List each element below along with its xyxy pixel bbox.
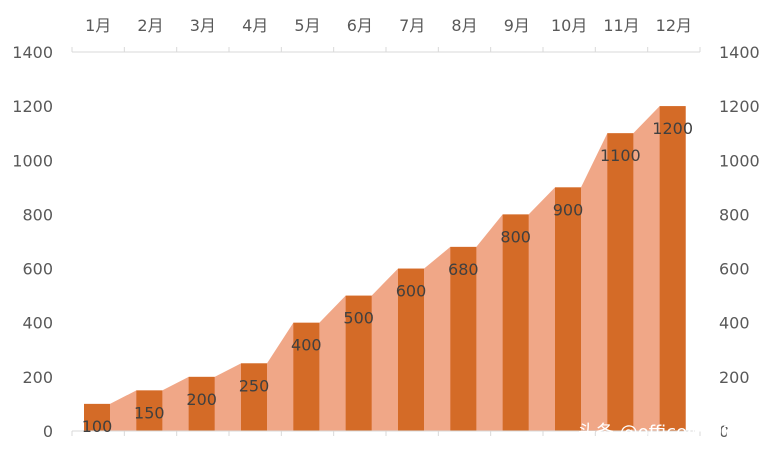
y-tick-label-right: 800 xyxy=(719,205,750,224)
y-tick-label-left: 600 xyxy=(22,260,53,279)
y-tick-label-right: 1400 xyxy=(719,43,760,62)
data-label: 800 xyxy=(500,227,531,246)
watermark-text: 头条 @office研习社 xyxy=(578,422,741,443)
area-layer xyxy=(84,106,686,432)
x-tick-label: 6月 xyxy=(347,16,373,35)
y-tick-label-right: 1200 xyxy=(719,97,760,116)
bar-4 xyxy=(241,363,267,431)
data-label: 100 xyxy=(82,417,113,436)
x-tick-label: 1月 xyxy=(85,16,111,35)
bar-8 xyxy=(450,246,477,431)
y-tick-label-right: 1000 xyxy=(719,151,760,170)
bar-5 xyxy=(293,322,320,431)
data-label: 1200 xyxy=(652,119,693,138)
y-tick-label-right: 0 xyxy=(719,422,729,441)
bar-7 xyxy=(398,268,424,431)
bar-11 xyxy=(607,133,634,431)
data-label: 500 xyxy=(343,309,374,328)
bar-1 xyxy=(84,403,110,431)
y-tick-label-left: 0 xyxy=(43,422,53,441)
x-tick-label: 11月 xyxy=(603,16,639,35)
bar-10 xyxy=(555,187,581,431)
area-fill xyxy=(84,106,686,432)
x-tick-label: 7月 xyxy=(399,16,425,35)
y-tick-label-left: 200 xyxy=(22,368,53,387)
y-tick-label-right: 200 xyxy=(719,368,750,387)
y-tick-label-left: 1200 xyxy=(12,97,53,116)
y-tick-label-right: 600 xyxy=(719,260,750,279)
x-tick-label: 5月 xyxy=(294,16,320,35)
x-tick-label: 3月 xyxy=(190,16,216,35)
data-label: 680 xyxy=(448,260,479,279)
data-label: 250 xyxy=(239,376,270,395)
x-tick-label: 10月 xyxy=(551,16,587,35)
y-tick-label-left: 400 xyxy=(22,314,53,333)
x-tick-label: 8月 xyxy=(451,16,477,35)
y-tick-label-left: 800 xyxy=(22,205,53,224)
data-label-layer: 100 150 200 250 400 500 600 680 800 900 1100 1200 xyxy=(82,119,693,436)
x-tick-label: 4月 xyxy=(242,16,268,35)
data-label: 600 xyxy=(396,282,427,301)
bar-12 xyxy=(659,106,686,432)
bar-layer xyxy=(84,106,686,432)
data-label: 900 xyxy=(553,200,584,219)
bar-3 xyxy=(188,376,215,431)
axis-layer: 1月 2月 3月 4月 5月 6月 7月 8月 9月 10月 11月 12月 0 0 200 200 400 40… xyxy=(12,16,759,441)
bar-6 xyxy=(345,295,372,431)
x-tick-label: 2月 xyxy=(137,16,163,35)
y-tick-label-left: 1400 xyxy=(12,43,53,62)
data-label: 1100 xyxy=(600,146,641,165)
x-tick-label: 12月 xyxy=(656,16,692,35)
data-label: 200 xyxy=(186,390,217,409)
bar-9 xyxy=(502,214,529,431)
y-tick-label-left: 1000 xyxy=(12,151,53,170)
data-label: 150 xyxy=(134,403,165,422)
data-label: 400 xyxy=(291,336,322,355)
y-tick-label-right: 400 xyxy=(719,314,750,333)
x-tick-label: 9月 xyxy=(504,16,530,35)
bar-2 xyxy=(136,390,163,431)
